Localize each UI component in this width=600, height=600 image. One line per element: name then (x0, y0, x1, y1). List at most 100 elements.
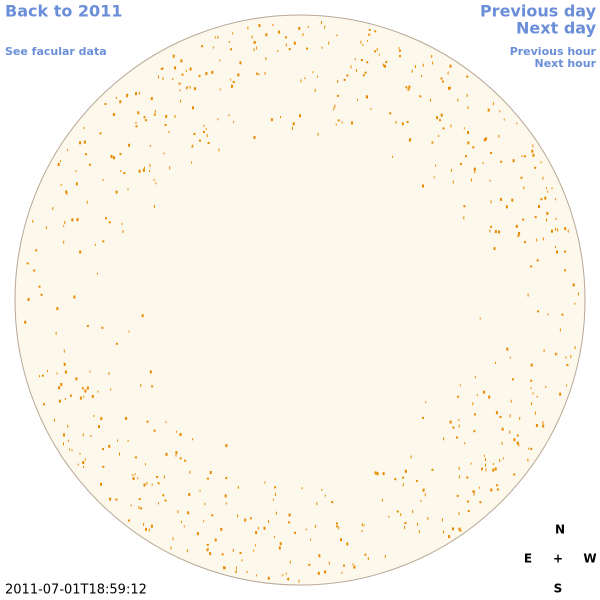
facula (33, 269, 36, 272)
facula (440, 113, 443, 117)
facula (527, 447, 529, 450)
facula (473, 490, 475, 493)
facula (151, 385, 154, 388)
compass-south: S (554, 582, 563, 596)
next-hour-link[interactable]: Next hour (535, 57, 597, 70)
facula (404, 526, 406, 529)
facula (150, 524, 153, 528)
facula (160, 67, 163, 70)
facula (519, 417, 521, 420)
facula (494, 230, 497, 233)
facula (420, 499, 422, 502)
facula (175, 451, 178, 455)
facula (199, 489, 201, 492)
facula (338, 526, 340, 530)
facula (192, 106, 194, 110)
facula (500, 197, 502, 201)
facula (237, 73, 240, 77)
next-day-link[interactable]: Next day (516, 19, 597, 38)
previous-day-link[interactable]: Previous day (480, 2, 597, 21)
facula (346, 74, 349, 77)
facula (431, 55, 433, 58)
facula (384, 555, 386, 558)
facula (179, 433, 182, 436)
facula (458, 466, 460, 470)
facula (407, 88, 410, 91)
facula (337, 119, 340, 122)
facula (492, 468, 495, 472)
facula (368, 29, 371, 31)
facula (577, 292, 579, 296)
facula (267, 576, 270, 580)
facula (362, 44, 364, 47)
facula (388, 515, 390, 518)
facula (498, 134, 500, 138)
facula (41, 374, 44, 377)
facula (334, 104, 336, 108)
facula (535, 424, 538, 427)
facula (499, 459, 501, 462)
facula (530, 363, 533, 367)
facula (138, 498, 141, 501)
facula (94, 243, 96, 246)
facula (443, 437, 445, 441)
facula (306, 47, 309, 50)
facula (56, 372, 58, 375)
facula (39, 375, 40, 378)
previous-hour-link[interactable]: Previous hour (510, 45, 597, 58)
facula (126, 95, 128, 98)
back-link[interactable]: Back to 2011 (5, 2, 122, 21)
facula (63, 433, 65, 437)
facula (490, 225, 493, 228)
facula (96, 272, 98, 275)
facula (321, 46, 323, 49)
facula (199, 139, 201, 142)
facula (135, 92, 137, 96)
facula (476, 394, 478, 397)
facula (277, 49, 279, 52)
facula (292, 122, 295, 126)
facula (279, 542, 282, 546)
facula (132, 474, 134, 477)
facula (293, 41, 296, 45)
facula (367, 39, 369, 42)
facula (163, 475, 165, 479)
facula (367, 95, 368, 99)
facula (75, 182, 78, 186)
facula (180, 99, 182, 103)
facula (130, 504, 132, 507)
facula (153, 205, 155, 208)
facula (452, 527, 454, 531)
facula (85, 153, 87, 156)
facula (209, 552, 212, 556)
facula (75, 377, 78, 381)
facula (115, 190, 118, 194)
facula (145, 119, 147, 122)
facula (513, 438, 516, 442)
facula (71, 449, 73, 452)
facula (335, 123, 337, 126)
facula (140, 507, 143, 510)
facula (337, 80, 339, 84)
facula (555, 217, 557, 220)
facula (237, 514, 239, 518)
facula (511, 198, 514, 202)
facula (459, 384, 461, 387)
facula (512, 378, 514, 381)
facula (83, 127, 85, 129)
facular-link[interactable]: See facular data (5, 45, 107, 58)
facula (376, 48, 378, 51)
facula (137, 111, 140, 115)
facula (547, 313, 549, 316)
facula (427, 517, 429, 520)
facula (458, 424, 460, 428)
facula (559, 328, 561, 332)
facula (219, 88, 221, 91)
facula (247, 26, 249, 30)
facula (205, 127, 207, 130)
facula (523, 241, 526, 244)
facula (566, 364, 569, 367)
facula (489, 229, 491, 233)
facula (513, 473, 516, 476)
facula (67, 439, 69, 442)
